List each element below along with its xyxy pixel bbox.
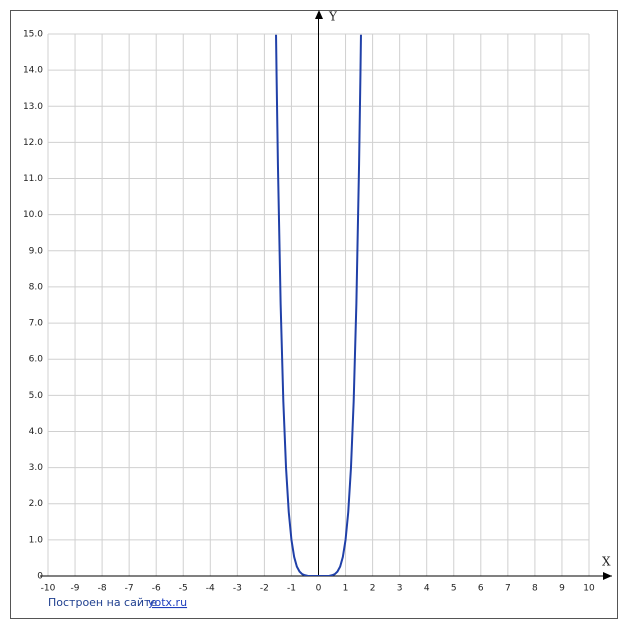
x-tick-label: 10 [583,584,595,594]
y-tick-label: 15.0 [23,30,43,40]
y-tick-label: 7.0 [29,319,44,329]
y-tick-label: 8.0 [29,282,44,292]
y-tick-label: 1.0 [29,535,44,545]
x-tick-label: 4 [424,584,430,594]
x-tick-label: -4 [206,584,215,594]
curve [275,34,362,576]
y-tick-label: 6.0 [29,355,44,365]
y-tick-label: 2.0 [29,499,44,509]
x-tick-label: 1 [343,584,349,594]
x-axis-label: X [602,555,611,569]
y-tick-label: 13.0 [23,102,43,112]
x-tick-label: 6 [478,584,484,594]
x-arrow [603,572,612,580]
y-axis-label: Y [328,10,338,24]
y-tick-label: 5.0 [29,391,44,401]
x-tick-label: 7 [505,584,511,594]
x-tick-label: -8 [98,584,107,594]
x-tick-label: 3 [397,584,403,594]
x-tick-label: -1 [287,584,296,594]
x-tick-label: -10 [41,584,56,594]
x-tick-label: -2 [260,584,269,594]
y-tick-label: 9.0 [29,246,44,256]
y-tick-label: 10.0 [23,210,43,220]
y-tick-label: 0 [37,572,43,582]
x-tick-label: 0 [316,584,322,594]
x-tick-label: -7 [125,584,134,594]
footer-text: Построен на сайте [48,596,157,609]
footer-link[interactable]: yotx.ru [148,596,187,609]
x-tick-label: -5 [179,584,188,594]
y-tick-label: 12.0 [23,138,43,148]
y-tick-label: 11.0 [23,174,43,184]
x-tick-label: -6 [152,584,161,594]
y-tick-label: 3.0 [29,463,44,473]
x-tick-label: -9 [71,584,80,594]
x-tick-label: 2 [370,584,376,594]
y-tick-label: 14.0 [23,66,43,76]
frame [10,10,618,619]
x-tick-label: 8 [532,584,538,594]
x-tick-label: 5 [451,584,457,594]
y-tick-label: 4.0 [29,427,44,437]
x-tick-label: 9 [559,584,565,594]
x-tick-label: -3 [233,584,242,594]
